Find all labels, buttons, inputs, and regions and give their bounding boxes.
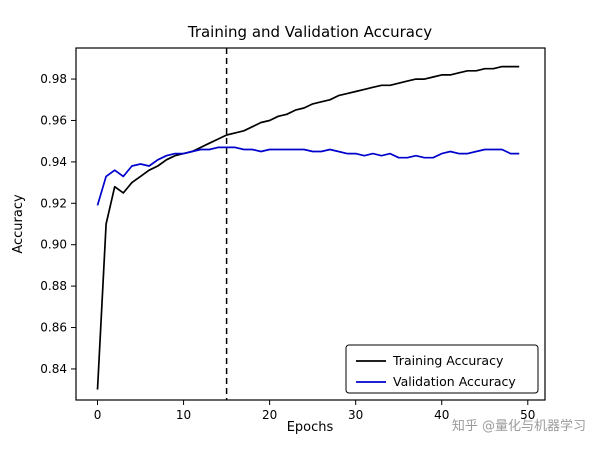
validation-accuracy-line: [96, 146, 520, 206]
x-axis-label: Epochs: [287, 420, 334, 435]
legend-label: Training Accuracy: [392, 353, 504, 368]
y-tick-label: 0.98: [40, 72, 67, 86]
x-tick-label: 0: [94, 408, 102, 422]
axes-frame: [75, 47, 546, 401]
x-tick-label: 20: [262, 408, 277, 422]
training-accuracy-line: [96, 65, 520, 390]
chart-title: Training and Validation Accuracy: [187, 23, 432, 41]
y-tick-label: 0.92: [40, 196, 67, 210]
y-tick-label: 0.90: [40, 238, 67, 252]
y-tick-label: 0.94: [40, 155, 67, 169]
y-tick-label: 0.84: [40, 362, 67, 376]
legend-label: Validation Accuracy: [393, 374, 516, 389]
watermark-text: 知乎 @量化与机器学习: [452, 418, 586, 434]
x-tick-label: 10: [176, 408, 191, 422]
y-axis-label: Accuracy: [11, 194, 26, 254]
x-tick-label: 40: [434, 408, 449, 422]
legend-box: [345, 344, 539, 394]
y-tick-label: 0.88: [40, 279, 67, 293]
y-tick-label: 0.96: [40, 113, 67, 127]
x-tick-label: 30: [348, 408, 363, 422]
y-tick-label: 0.86: [40, 321, 67, 335]
x-tick-label: 50: [520, 408, 535, 422]
